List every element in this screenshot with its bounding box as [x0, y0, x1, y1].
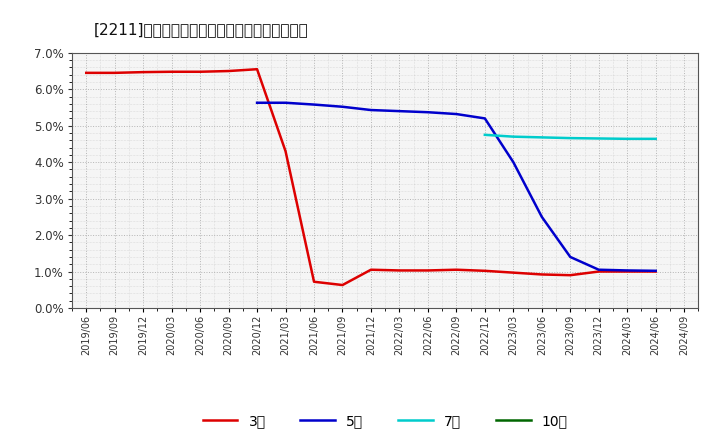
- 3年: [652, 269, 660, 274]
- 7年: [566, 136, 575, 141]
- 5年: [537, 214, 546, 220]
- 3年: [225, 68, 233, 73]
- 7年: [623, 136, 631, 142]
- Line: 7年: 7年: [485, 135, 656, 139]
- 5年: [253, 100, 261, 106]
- 7年: [480, 132, 489, 137]
- 5年: [623, 268, 631, 273]
- Text: [2211]　当期純利益マージンの標準偏差の推移: [2211] 当期純利益マージンの標準偏差の推移: [94, 22, 308, 37]
- 3年: [452, 267, 461, 272]
- 5年: [366, 107, 375, 113]
- 5年: [338, 104, 347, 110]
- 7年: [537, 135, 546, 140]
- 5年: [452, 111, 461, 117]
- 7年: [595, 136, 603, 141]
- 3年: [167, 69, 176, 74]
- 5年: [595, 267, 603, 272]
- 5年: [423, 110, 432, 115]
- 7年: [652, 136, 660, 142]
- 3年: [509, 270, 518, 275]
- 3年: [480, 268, 489, 273]
- 3年: [423, 268, 432, 273]
- Line: 5年: 5年: [257, 103, 656, 271]
- 3年: [139, 70, 148, 75]
- 3年: [595, 269, 603, 274]
- Line: 3年: 3年: [86, 69, 656, 285]
- 3年: [196, 69, 204, 74]
- 3年: [253, 66, 261, 72]
- 3年: [110, 70, 119, 76]
- 3年: [338, 282, 347, 288]
- 3年: [310, 279, 318, 284]
- Legend: 3年, 5年, 7年, 10年: 3年, 5年, 7年, 10年: [197, 409, 573, 434]
- 3年: [82, 70, 91, 76]
- 3年: [282, 149, 290, 154]
- 3年: [395, 268, 404, 273]
- 3年: [566, 272, 575, 278]
- 5年: [566, 254, 575, 260]
- 3年: [537, 272, 546, 277]
- 3年: [623, 269, 631, 274]
- 7年: [509, 134, 518, 139]
- 5年: [509, 160, 518, 165]
- 3年: [366, 267, 375, 272]
- 5年: [395, 109, 404, 114]
- 5年: [282, 100, 290, 106]
- 5年: [480, 116, 489, 121]
- 5年: [652, 268, 660, 273]
- 5年: [310, 102, 318, 107]
